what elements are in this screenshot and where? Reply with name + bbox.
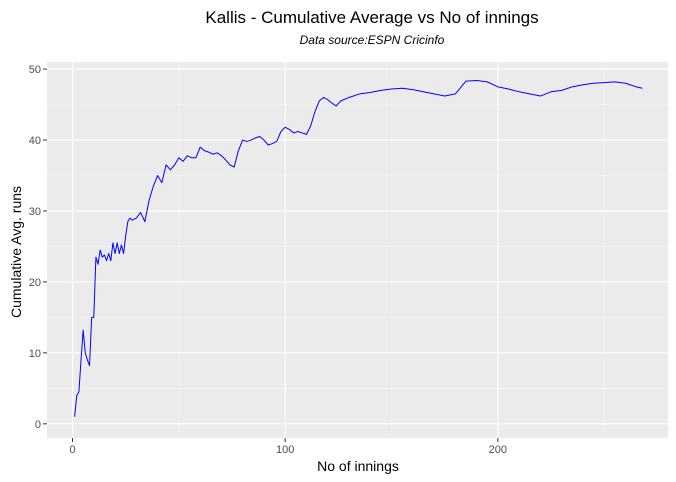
minor-gridlines [47, 62, 668, 438]
y-tick-label: 30 [29, 206, 41, 218]
y-axis: 0 10 20 30 40 50 [29, 64, 47, 431]
series-line-cumulative-average [74, 79, 643, 417]
x-tick-label: 200 [489, 444, 507, 456]
plot-panel [47, 62, 668, 438]
major-gridlines [47, 62, 668, 438]
y-tick-label: 50 [29, 64, 41, 76]
y-tick-label: 0 [35, 419, 41, 431]
y-tick-label: 40 [29, 135, 41, 147]
x-tick-label: 0 [69, 444, 75, 456]
chart-title: Kallis - Cumulative Average vs No of inn… [205, 8, 538, 27]
chart-subtitle: Data source:ESPN Cricinfo [300, 33, 445, 47]
x-tick-label: 100 [276, 444, 294, 456]
y-axis-title: Cumulative Avg. runs [8, 186, 24, 318]
x-axis: 0 100 200 [69, 438, 507, 456]
y-tick-label: 20 [29, 277, 41, 289]
y-tick-label: 10 [29, 348, 41, 360]
x-axis-title: No of innings [317, 458, 399, 474]
series-layer [74, 79, 643, 417]
